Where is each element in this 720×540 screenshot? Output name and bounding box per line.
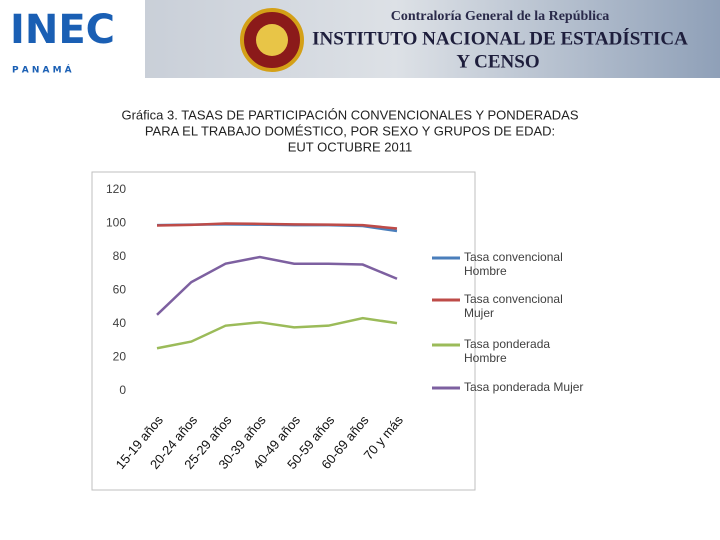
- chart-title: EUT OCTUBRE 2011: [288, 139, 413, 154]
- institute-line: INSTITUTO NACIONAL DE ESTADÍSTICA: [312, 27, 688, 49]
- emblem-center: [256, 24, 288, 56]
- institute-line: Y CENSO: [456, 51, 539, 72]
- logo-sub: P A N A M Á: [12, 64, 72, 76]
- legend-label: Tasa ponderada Mujer: [464, 380, 584, 394]
- legend-item: Tasa ponderada Hombre: [464, 337, 551, 365]
- y-tick-label: 100: [106, 216, 126, 230]
- chart-title: PARA EL TRABAJO DOMÉSTICO, POR SEXO Y GR…: [145, 123, 555, 138]
- series-line: [156, 316, 398, 350]
- y-tick-label: 40: [113, 316, 127, 330]
- logo-bg: [0, 0, 145, 78]
- legend-label: Tasa convencional Mujer: [464, 292, 563, 320]
- office: Contraloría General de la República: [391, 9, 610, 24]
- series-line: [156, 255, 398, 316]
- legend-item: Tasa ponderada Mujer: [464, 380, 584, 394]
- y-tick-label: 60: [113, 283, 127, 297]
- logo: INEC: [10, 7, 115, 53]
- legend-label: Tasa convencional Hombre: [464, 250, 563, 278]
- chart-title: Gráfica 3. TASAS DE PARTICIPACIÓN CONVEN…: [121, 107, 578, 122]
- legend-item: Tasa convencional Hombre: [464, 250, 563, 278]
- y-tick-label: 120: [106, 182, 126, 196]
- legend-item: Tasa convencional Mujer: [464, 292, 563, 320]
- y-tick-label: 0: [119, 383, 126, 397]
- legend-label: Tasa ponderada Hombre: [464, 337, 551, 365]
- series-line: [156, 222, 398, 230]
- y-tick-label: 20: [113, 350, 127, 364]
- y-tick-label: 80: [113, 249, 127, 263]
